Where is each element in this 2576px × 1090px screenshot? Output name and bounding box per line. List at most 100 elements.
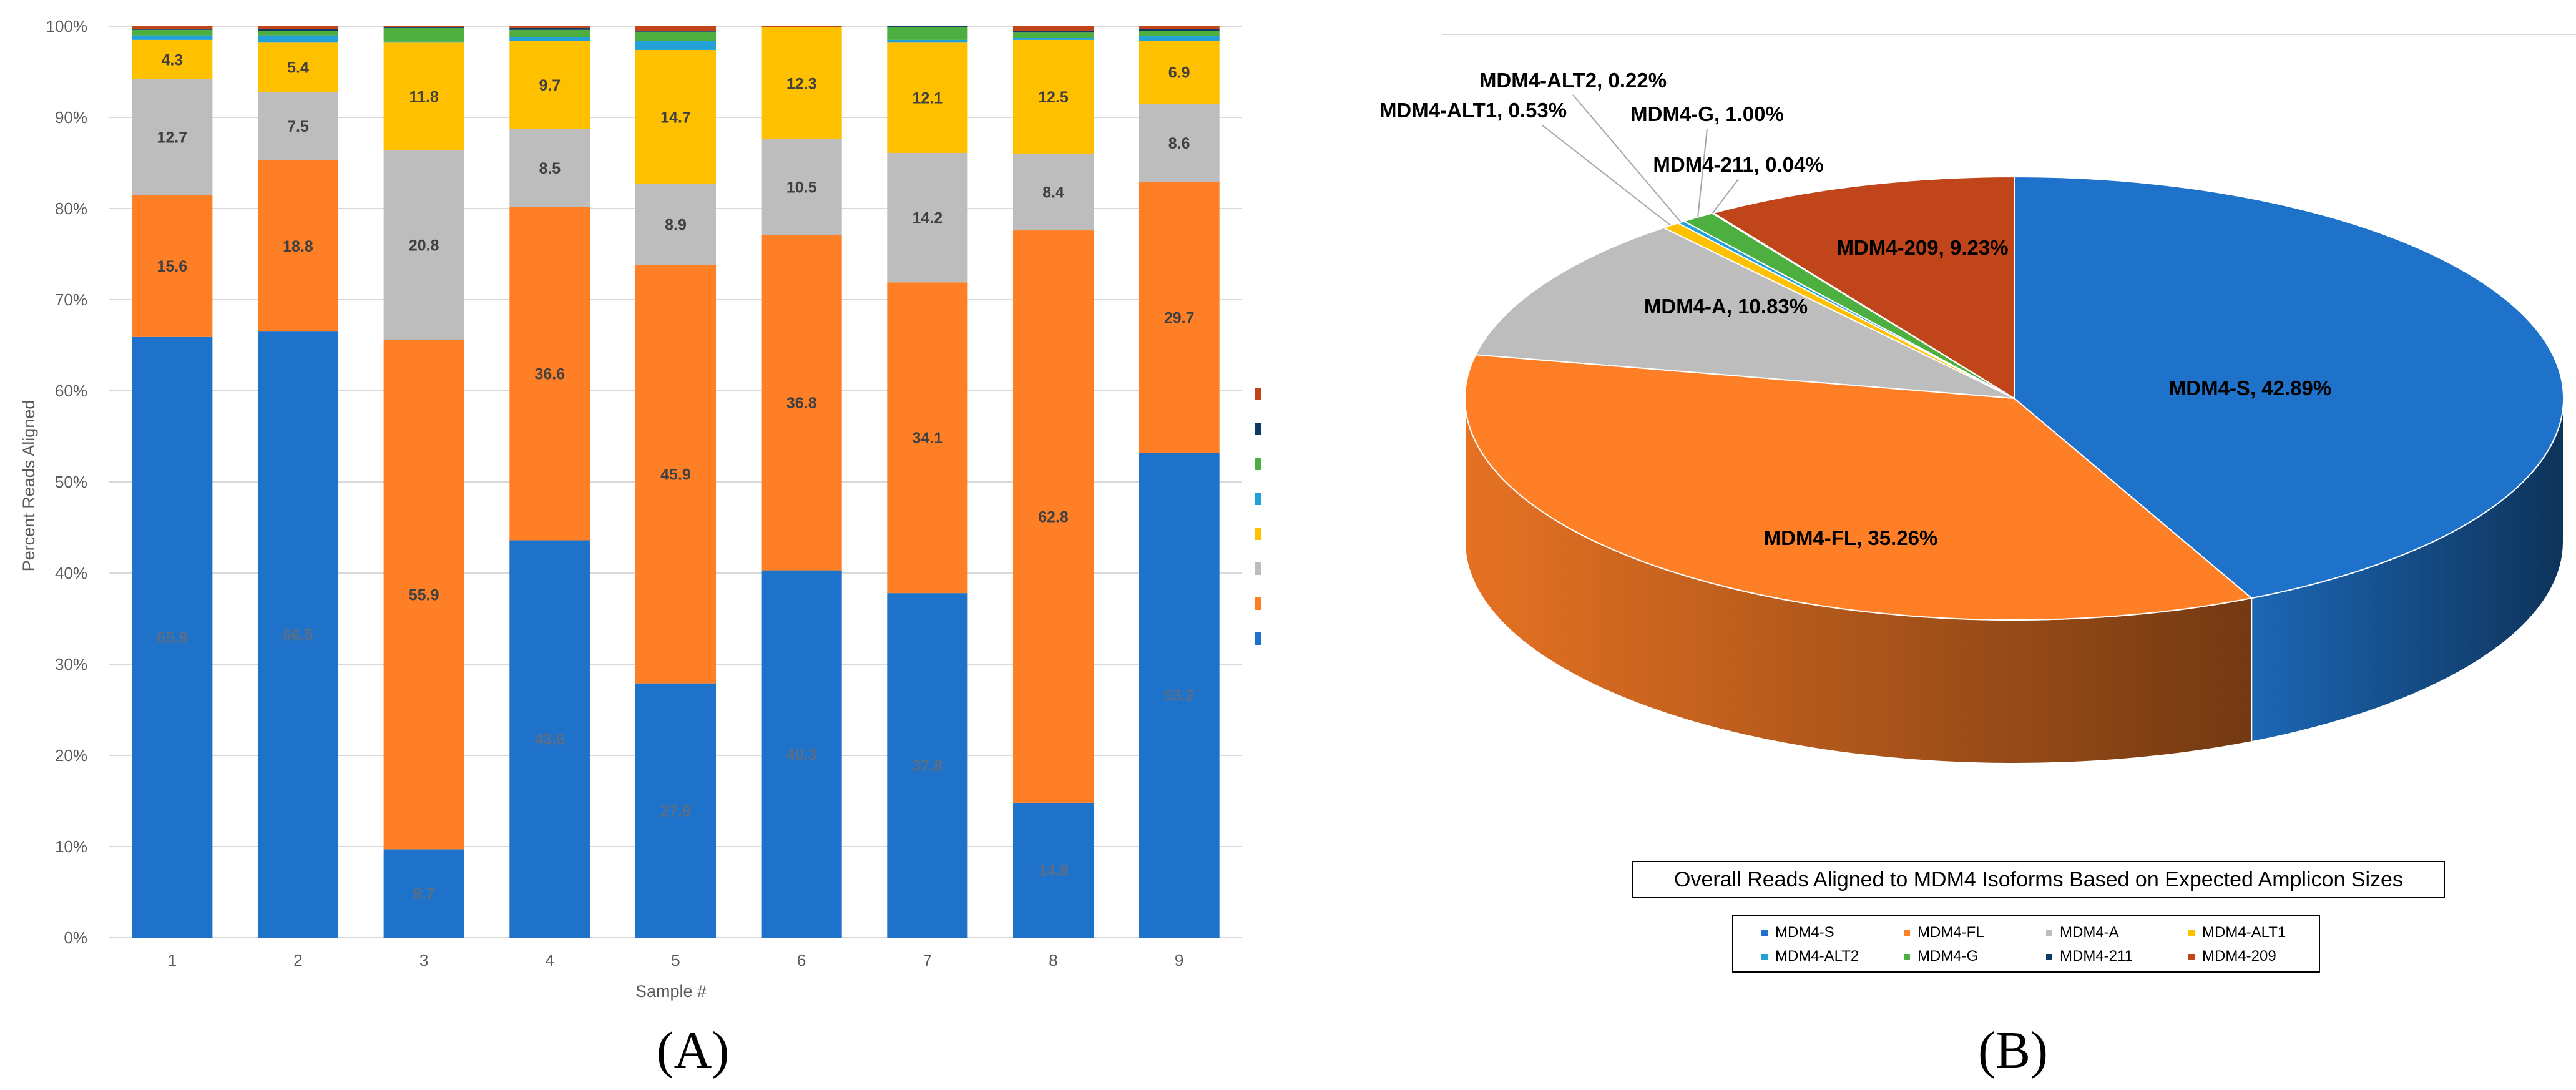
bar-segment-mdm4-alt1	[132, 35, 213, 40]
pie-legend-label-mdm4-g: MDM4-G	[1917, 948, 1978, 965]
x-tick-label: 6	[797, 951, 806, 970]
legend-swatch-mdm4-alt2	[1255, 388, 1261, 400]
slice-label-mdm4-fl: MDM4-FL, 35.26%	[1764, 526, 1938, 549]
data-label-mdm4-s: 27.9	[660, 802, 691, 820]
bar-segment-mdm4-alt2	[761, 26, 842, 27]
data-label-mdm4-209: 11.8	[409, 88, 439, 106]
x-tick-label: 2	[293, 951, 302, 970]
panel-label-b: (B)	[1978, 1021, 2048, 1079]
bar-segment-mdm4-a	[132, 79, 213, 195]
y-tick-label: 80%	[55, 199, 87, 218]
stacked-bar-chart: 65.9 15.6 12.7 4.3 66.5 18.8 7.5 5.4 9.7 55.9 20.8…	[19, 17, 1261, 1079]
data-labels: 65.9 15.6 12.7 4.3 66.5 18.8 7.5 5.4 9.7 55.9 20.8…	[157, 51, 1194, 903]
data-label-mdm4-s: 66.5	[283, 627, 313, 644]
data-label-mdm4-209: 6.9	[1168, 64, 1190, 82]
bar-segment-mdm4-s	[761, 570, 842, 938]
data-label-mdm4-a: 20.8	[409, 237, 439, 254]
bar-segment-mdm4-fl	[1012, 230, 1094, 803]
bar-segment-mdm4-g	[887, 27, 968, 40]
y-tick-label: 40%	[55, 564, 87, 582]
legend-swatch-mdm4-a	[1255, 562, 1261, 575]
data-label-mdm4-a: 8.9	[665, 217, 687, 234]
data-label-mdm4-s: 40.3	[786, 746, 817, 763]
x-tick-label: 1	[168, 951, 177, 970]
bar-segment-mdm4-g	[383, 27, 464, 42]
legend-swatch-mdm4-alt1	[1255, 493, 1261, 505]
bar-segment-mdm4-s	[635, 683, 717, 938]
pie-legend-label-mdm4-alt1: MDM4-ALT1	[2202, 924, 2286, 941]
data-label-mdm4-a: 12.7	[157, 129, 187, 146]
leader-line-mdm4-alt2	[1572, 94, 1682, 223]
bar-segment-mdm4-alt2	[257, 26, 339, 29]
y-tick-label: 90%	[55, 108, 87, 127]
pie-legend-label-mdm4-211: MDM4-211	[2060, 948, 2133, 965]
bar-segment-mdm4-s	[509, 540, 590, 938]
slice-labels: MDM4-S, 42.89% MDM4-FL, 35.26% MDM4-A, 10.…	[1379, 69, 2331, 549]
y-axis-label: Percent Reads Aligned	[19, 400, 38, 572]
y-tick-label: 70%	[55, 290, 87, 309]
legend-swatch-mdm4-209	[1255, 528, 1261, 540]
data-label-mdm4-209: 12.3	[786, 75, 817, 92]
pie-legend-swatch-mdm4-g	[1904, 954, 1910, 960]
bar-segment-mdm4-209	[887, 42, 968, 153]
bar-segment-mdm4-g	[509, 29, 590, 37]
bar-segments	[132, 26, 1220, 938]
bar-segment-mdm4-211	[887, 26, 968, 27]
pie-legend-label-mdm4-fl: MDM4-FL	[1917, 924, 1984, 941]
data-label-mdm4-fl: 15.6	[157, 258, 187, 275]
x-tick-label: 7	[923, 951, 932, 970]
bar-segment-mdm4-alt1	[635, 41, 717, 50]
pie-legend-swatch-mdm4-fl	[1904, 930, 1910, 936]
data-label-mdm4-209: 12.1	[912, 90, 943, 107]
slice-label-mdm4-alt2: MDM4-ALT2, 0.22%	[1479, 69, 1667, 92]
data-label-mdm4-a: 8.4	[1042, 184, 1064, 202]
bar-segment-mdm4-a	[257, 92, 339, 160]
data-label-mdm4-s: 65.9	[157, 629, 187, 647]
bar-segment-mdm4-fl	[257, 160, 339, 332]
pie-legend-label-mdm4-alt2: MDM4-ALT2	[1775, 948, 1859, 965]
data-label-mdm4-s: 14.8	[1038, 862, 1069, 880]
bar-segment-mdm4-g	[1012, 32, 1094, 38]
bar-segment-mdm4-alt2	[1139, 26, 1220, 29]
bar-segment-mdm4-alt1	[887, 39, 968, 43]
data-label-mdm4-fl: 34.1	[912, 430, 943, 447]
bar-segment-mdm4-alt1	[1012, 37, 1094, 40]
bar-segment-mdm4-211	[257, 29, 339, 31]
bar-segment-mdm4-g	[132, 29, 213, 36]
bar-segment-mdm4-g	[635, 31, 717, 41]
bar-segment-mdm4-fl	[383, 340, 464, 850]
legend-swatch-mdm4-211	[1255, 423, 1261, 435]
bar-segment-mdm4-a	[635, 184, 717, 265]
data-label-mdm4-s: 9.7	[413, 885, 435, 903]
bar-segment-mdm4-a	[383, 150, 464, 340]
slice-label-mdm4-a: MDM4-A, 10.83%	[1644, 295, 1808, 318]
bar-segment-mdm4-alt2	[635, 26, 717, 31]
pie-slice-mdm4-s	[2014, 175, 2564, 599]
bar-segment-mdm4-alt2	[383, 26, 464, 27]
pie-legend-label-mdm4-a: MDM4-A	[2060, 924, 2119, 941]
bar-segment-mdm4-alt1	[257, 35, 339, 43]
pie-legend-label-mdm4-209: MDM4-209	[2202, 948, 2276, 965]
bar-segment-mdm4-fl	[1139, 182, 1220, 453]
data-label-mdm4-209: 4.3	[161, 51, 183, 69]
bar-segment-mdm4-a	[1012, 154, 1094, 231]
bar-segment-mdm4-209	[257, 42, 339, 92]
bar-segment-mdm4-fl	[509, 207, 590, 541]
pie-legend: MDM4-S MDM4-FL MDM4-A MDM4-ALT1 MDM4-ALT2 MDM…	[1761, 924, 2286, 965]
bar-segment-mdm4-209	[635, 49, 717, 184]
data-label-mdm4-a: 14.2	[912, 210, 943, 227]
bar-segment-mdm4-211	[509, 27, 590, 30]
bar-segment-mdm4-a	[509, 129, 590, 207]
data-label-mdm4-fl: 45.9	[660, 466, 691, 484]
data-label-mdm4-a: 7.5	[287, 118, 309, 135]
x-tick-label: 4	[546, 951, 554, 970]
title-box	[1632, 861, 2445, 898]
pie-legend-swatch-mdm4-211	[2046, 954, 2052, 960]
bar-segment-mdm4-fl	[132, 195, 213, 337]
data-label-mdm4-a: 8.6	[1168, 135, 1190, 152]
pie-legend-label-mdm4-s: MDM4-S	[1775, 924, 1834, 941]
bar-segment-mdm4-209	[132, 39, 213, 79]
slice-label-mdm4-s: MDM4-S, 42.89%	[2169, 376, 2331, 400]
data-label-mdm4-209: 9.7	[539, 77, 561, 94]
